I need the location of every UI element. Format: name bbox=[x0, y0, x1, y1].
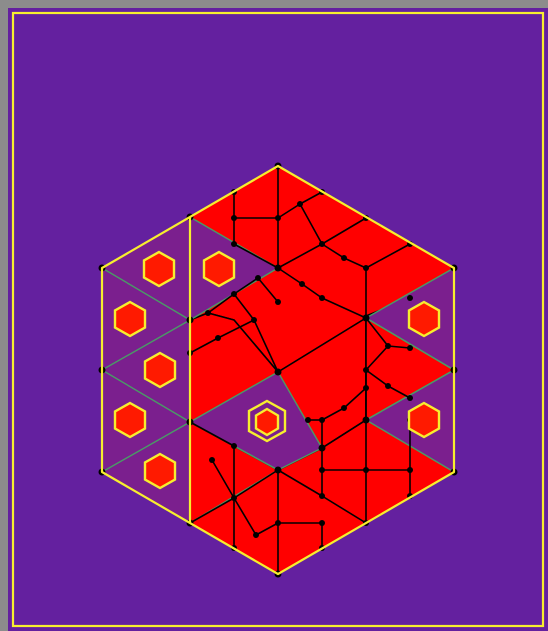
hex-token[interactable] bbox=[407, 300, 441, 338]
center-double-hex-token[interactable] bbox=[247, 399, 287, 443]
board-border bbox=[11, 11, 545, 628]
hex-token[interactable] bbox=[407, 401, 441, 439]
hex-token[interactable] bbox=[113, 401, 147, 439]
game-board-area bbox=[8, 8, 548, 631]
tokens bbox=[113, 250, 441, 490]
hex-token[interactable] bbox=[143, 452, 177, 490]
hex-outline bbox=[100, 164, 456, 576]
tile-edges bbox=[189, 166, 411, 574]
hex-token[interactable] bbox=[113, 300, 147, 338]
red-regions bbox=[189, 165, 455, 575]
game-board[interactable] bbox=[8, 8, 548, 631]
hex-token[interactable] bbox=[202, 250, 236, 288]
hex-token[interactable] bbox=[143, 351, 177, 389]
hex-token[interactable] bbox=[142, 250, 176, 288]
